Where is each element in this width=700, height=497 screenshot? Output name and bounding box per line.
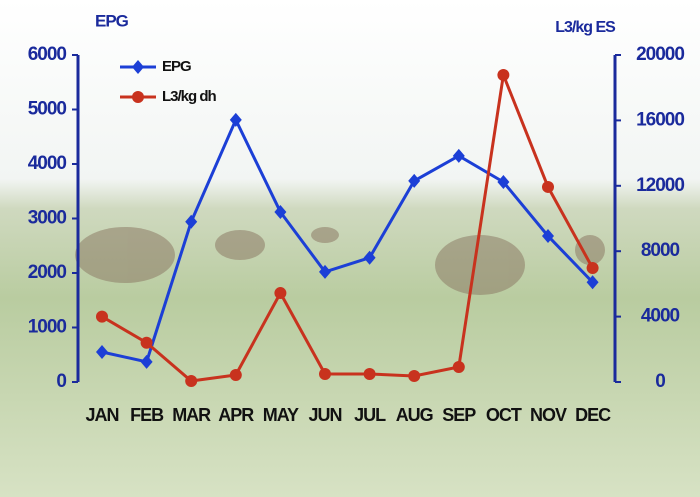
x-tick-label: DEC [575, 405, 611, 425]
y-tick-label: 4000 [28, 153, 67, 174]
point [319, 367, 331, 380]
x-tick-label: FEB [130, 405, 164, 425]
x-tick-label: SEP [442, 405, 476, 425]
point [185, 214, 198, 229]
point [96, 310, 108, 323]
point [140, 336, 153, 349]
legend-label: EPG [162, 58, 191, 75]
x-tick-label: AUG [396, 405, 433, 425]
point [185, 375, 198, 388]
point [363, 250, 376, 265]
x-tick-label: MAY [263, 405, 299, 425]
point [497, 68, 510, 81]
y-tick-label: 2000 [28, 262, 67, 283]
y2-tick-label: 12000 [636, 175, 684, 196]
horses [75, 227, 605, 295]
point [408, 369, 421, 382]
series-line [101, 116, 594, 364]
y2-tick-label: 0 [655, 371, 665, 392]
x-tick-label: JUN [308, 405, 341, 425]
point [274, 287, 287, 300]
point [542, 180, 554, 193]
point [408, 173, 421, 188]
y-tick-label: 5000 [28, 99, 67, 120]
point [542, 228, 554, 243]
y2-tick-label: 8000 [641, 240, 680, 261]
point [586, 275, 599, 290]
legend-marker [132, 91, 144, 103]
x-tick-label: APR [218, 405, 254, 425]
point [229, 368, 242, 381]
x-tick-label: OCT [486, 405, 522, 425]
legend-label: L3/kg dh [162, 88, 217, 105]
point [452, 360, 465, 373]
y-tick-label: 6000 [28, 44, 67, 65]
point [452, 148, 465, 163]
x-tick-label: NOV [530, 405, 567, 425]
y2-tick-label: 16000 [636, 109, 684, 130]
y-tick-label: 1000 [28, 317, 67, 338]
series-line [101, 69, 594, 383]
x-tick-label: JAN [85, 405, 118, 425]
point [274, 204, 287, 219]
y-axis-label: EPG [95, 11, 129, 30]
point [586, 262, 599, 275]
x-tick-label: JUL [354, 405, 386, 425]
y2-axis-label: L3/kg ES [555, 19, 616, 36]
y2-tick-label: 20000 [636, 44, 684, 65]
point [363, 367, 376, 380]
y-tick-label: 0 [56, 371, 66, 392]
legend-marker [132, 60, 144, 74]
point [96, 345, 108, 360]
point [140, 354, 153, 369]
point [319, 264, 331, 279]
y-tick-label: 3000 [28, 208, 67, 229]
y2-tick-label: 4000 [641, 306, 680, 327]
point [229, 112, 242, 127]
point [497, 174, 510, 189]
x-tick-label: MAR [172, 405, 211, 425]
